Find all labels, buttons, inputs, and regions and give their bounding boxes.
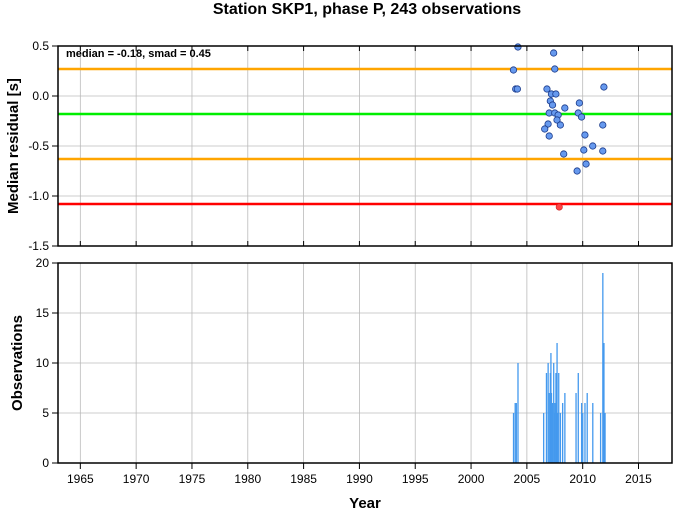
x-tick-label: 2010 — [569, 472, 596, 486]
residual-point — [560, 150, 568, 158]
residual-point — [514, 43, 522, 51]
residual-point — [599, 147, 607, 155]
observation-bar — [561, 403, 564, 463]
observation-bar — [554, 403, 556, 463]
x-tick-label: 2005 — [514, 472, 541, 486]
observation-bar — [575, 393, 577, 463]
residual-point — [573, 167, 581, 175]
bottom-y-axis-label: Observations — [9, 315, 26, 411]
top-y-tick-label: 0.0 — [32, 89, 49, 103]
observation-bar — [582, 413, 584, 463]
residual-point — [561, 104, 569, 112]
observation-bar — [580, 403, 583, 463]
residual-point — [509, 66, 518, 74]
observation-bar — [603, 343, 605, 463]
bottom-y-tick-label: 15 — [36, 306, 50, 320]
observation-bar — [556, 343, 558, 463]
x-tick-label: 1990 — [346, 472, 373, 486]
bottom-y-tick-label: 10 — [36, 356, 50, 370]
residual-point — [577, 113, 586, 121]
observation-bar — [602, 273, 604, 463]
top-y-tick-label: -0.5 — [28, 139, 49, 153]
x-tick-label: 2000 — [458, 472, 485, 486]
x-axis-label: Year — [349, 495, 381, 511]
residual-point — [580, 146, 588, 154]
residual-point — [541, 125, 549, 133]
x-tick-label: 1975 — [179, 472, 206, 486]
observation-bar — [555, 373, 557, 463]
residual-point — [543, 85, 551, 93]
residual-points — [509, 43, 608, 211]
outlier-point — [555, 203, 563, 211]
residual-point — [550, 49, 558, 57]
top-y-tick-label: -1.0 — [28, 189, 49, 203]
residual-point — [556, 121, 564, 129]
observation-bar — [556, 413, 559, 463]
reference-lines — [58, 67, 672, 206]
observation-bar — [545, 373, 548, 463]
bottom-panel-ticks: 1965 1970 1975 1980 1985 1990 1995 2000 2005 2010… — [36, 256, 653, 486]
x-tick-label: 1970 — [123, 472, 150, 486]
observation-bar — [548, 393, 550, 463]
observation-bar — [584, 403, 586, 463]
x-tick-label: 1980 — [234, 472, 261, 486]
residual-point — [544, 120, 552, 128]
observation-bar — [592, 403, 594, 463]
observation-bar — [515, 403, 517, 463]
bottom-y-tick-label: 20 — [36, 256, 50, 270]
x-tick-label: 2015 — [625, 472, 652, 486]
observation-bar — [543, 413, 545, 463]
residual-point — [600, 83, 608, 91]
observation-bar — [564, 393, 566, 463]
observation-bar — [517, 363, 519, 463]
residual-point — [589, 142, 597, 150]
observation-bar — [599, 413, 602, 463]
observation-bar — [559, 413, 562, 463]
residual-point — [581, 131, 589, 139]
observation-bar — [512, 413, 515, 463]
observation-bar — [558, 373, 560, 463]
observation-bar — [547, 363, 549, 463]
top-y-tick-label: 0.5 — [32, 39, 49, 53]
residual-point — [553, 116, 561, 124]
residual-point — [551, 65, 559, 73]
bottom-y-tick-label: 5 — [42, 406, 49, 420]
observation-bar — [577, 373, 579, 463]
observation-bars — [512, 273, 606, 463]
residual-point — [575, 99, 583, 107]
bottom-panel: 1965 1970 1975 1980 1985 1990 1995 2000 2005 2010… — [9, 256, 673, 511]
x-tick-label: 1995 — [402, 472, 429, 486]
residual-point — [548, 101, 557, 109]
x-tick-label: 1965 — [67, 472, 94, 486]
residual-point — [552, 90, 560, 98]
residual-point — [545, 132, 553, 140]
observation-bar — [551, 403, 554, 463]
observation-bar — [586, 393, 588, 463]
observation-bar — [550, 393, 553, 463]
residual-point — [582, 160, 590, 168]
chart-title: Station SKP1, phase P, 243 observations — [213, 1, 521, 18]
observation-bar — [514, 403, 516, 463]
top-y-tick-label: -1.5 — [28, 239, 49, 253]
top-panel: 0.5 0.0 -0.5 -1.0 -1.5 median = -0.18, smad … — [5, 39, 673, 253]
residual-point — [513, 85, 521, 93]
residual-point — [599, 121, 607, 129]
median-annotation: median = -0.18, smad = 0.45 — [66, 48, 211, 60]
x-tick-label: 1985 — [290, 472, 317, 486]
bottom-y-tick-label: 0 — [42, 456, 49, 470]
top-y-axis-label: Median residual [s] — [5, 78, 22, 214]
top-panel-ticks: 0.5 0.0 -0.5 -1.0 -1.5 — [28, 39, 640, 253]
observation-bar — [604, 413, 606, 463]
